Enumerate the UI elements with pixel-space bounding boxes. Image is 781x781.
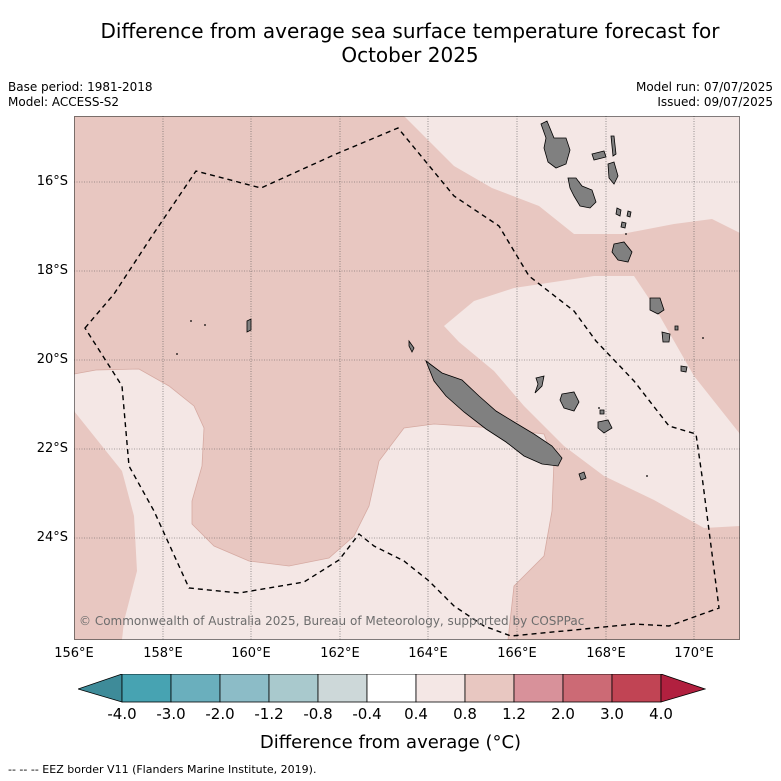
colorbar-extend-low xyxy=(78,674,123,703)
colorbar xyxy=(78,674,706,703)
islet-dot-2 xyxy=(204,324,206,326)
title-line-2: October 2025 xyxy=(341,43,479,67)
colorbar-bin-8 xyxy=(464,674,515,703)
eez-border xyxy=(84,127,720,637)
colorbar-bin-10 xyxy=(562,674,613,703)
colorbar-bin-3 xyxy=(219,674,270,703)
islet-dot-7 xyxy=(598,407,600,409)
islet-dot-6 xyxy=(646,475,648,477)
map-svg xyxy=(74,116,740,640)
anomaly-zone-southwest xyxy=(74,369,554,640)
lifou-island xyxy=(559,391,580,412)
colorbar-bin-9 xyxy=(513,674,564,703)
ouvea-island xyxy=(534,375,545,394)
colorbar-tick-8: 0.8 xyxy=(453,705,477,723)
colorbar-tick-7: 0.4 xyxy=(404,705,428,723)
colorbar-tick-1: -4.0 xyxy=(107,705,137,723)
small-islet-4 xyxy=(674,325,679,331)
malekula xyxy=(567,177,597,209)
colorbar-tick-11: 3.0 xyxy=(600,705,624,723)
base-period: Base period: 1981-2018 xyxy=(8,80,153,94)
map-frame xyxy=(74,116,740,640)
lat-label-22s: 22°S xyxy=(36,441,68,456)
belep-islands xyxy=(408,339,415,353)
model-name: Model: ACCESS-S2 xyxy=(8,95,120,109)
colorbar-bin-1 xyxy=(121,674,172,703)
issued-date: Issued: 09/07/2025 xyxy=(657,95,773,109)
colorbar-bin-4 xyxy=(268,674,319,703)
lon-label-164e: 164°E xyxy=(408,646,448,661)
espiritu-santo xyxy=(540,120,571,169)
tiny-islands xyxy=(176,233,704,477)
anomaly-zone-north xyxy=(404,116,740,234)
lon-label-160e: 160°E xyxy=(231,646,271,661)
mare-island xyxy=(597,419,613,434)
small-islet-5 xyxy=(599,409,605,415)
islet-dot-4 xyxy=(625,233,627,235)
lon-label-166e: 166°E xyxy=(497,646,537,661)
colorbar-tick-6: -0.4 xyxy=(352,705,382,723)
small-islet-2 xyxy=(615,207,622,217)
lat-label-24s: 24°S xyxy=(36,530,68,545)
colorbar-tick-5: -0.8 xyxy=(303,705,333,723)
meta-right: Model run: 07/07/2025 Issued: 09/07/2025 xyxy=(636,80,773,110)
ambae xyxy=(591,150,607,161)
chart-title: Difference from average sea surface temp… xyxy=(0,19,781,67)
lat-label-16s: 16°S xyxy=(36,174,68,189)
pentecost xyxy=(607,161,619,185)
islet-dot-1 xyxy=(190,320,192,322)
lon-label-170e: 170°E xyxy=(674,646,714,661)
colorbar-bin-5 xyxy=(317,674,368,703)
colorbar-tick-2: -3.0 xyxy=(156,705,186,723)
lon-label-158e: 158°E xyxy=(143,646,183,661)
lat-label-18s: 18°S xyxy=(36,263,68,278)
maewo xyxy=(610,135,617,157)
colorbar-extend-high xyxy=(660,674,706,703)
aneityum xyxy=(680,365,688,373)
small-islet-6 xyxy=(626,210,632,218)
lon-label-168e: 168°E xyxy=(586,646,626,661)
isle-of-pines xyxy=(578,471,587,481)
new-caledonia-grande-terre xyxy=(425,359,563,467)
grid-lines xyxy=(74,116,740,640)
map-panel xyxy=(74,116,740,640)
colorbar-bin-2 xyxy=(170,674,221,703)
lat-label-20s: 20°S xyxy=(36,352,68,367)
colorbar-label: Difference from average (°C) xyxy=(259,732,522,753)
colorbar-tick-3: -2.0 xyxy=(205,705,235,723)
erromango xyxy=(649,297,665,315)
map-copyright: © Commonwealth of Australia 2025, Bureau… xyxy=(79,614,585,628)
efate xyxy=(611,241,633,263)
colorbar-bin-11 xyxy=(611,674,662,703)
meta-left: Base period: 1981-2018 Model: ACCESS-S2 xyxy=(8,80,153,110)
title-line-1: Difference from average sea surface temp… xyxy=(100,19,720,43)
eez-footnote: -- -- -- EEZ border V11 (Flanders Marine… xyxy=(8,763,317,776)
colorbar-tick-9: 1.2 xyxy=(502,705,526,723)
colorbar-bin-6 xyxy=(366,674,417,703)
colorbar-tick-12: 4.0 xyxy=(649,705,673,723)
lon-label-162e: 162°E xyxy=(320,646,360,661)
small-islet-3 xyxy=(620,221,627,229)
land-masses xyxy=(246,120,688,481)
islet-dot-3 xyxy=(176,353,178,355)
islet-dot-5 xyxy=(702,337,704,339)
small-islet-1 xyxy=(246,318,252,333)
tanna xyxy=(661,331,671,343)
lon-label-156e: 156°E xyxy=(54,646,94,661)
colorbar-tick-4: -1.2 xyxy=(254,705,284,723)
colorbar-tick-10: 2.0 xyxy=(551,705,575,723)
colorbar-bin-7 xyxy=(415,674,466,703)
model-run: Model run: 07/07/2025 xyxy=(635,80,773,94)
